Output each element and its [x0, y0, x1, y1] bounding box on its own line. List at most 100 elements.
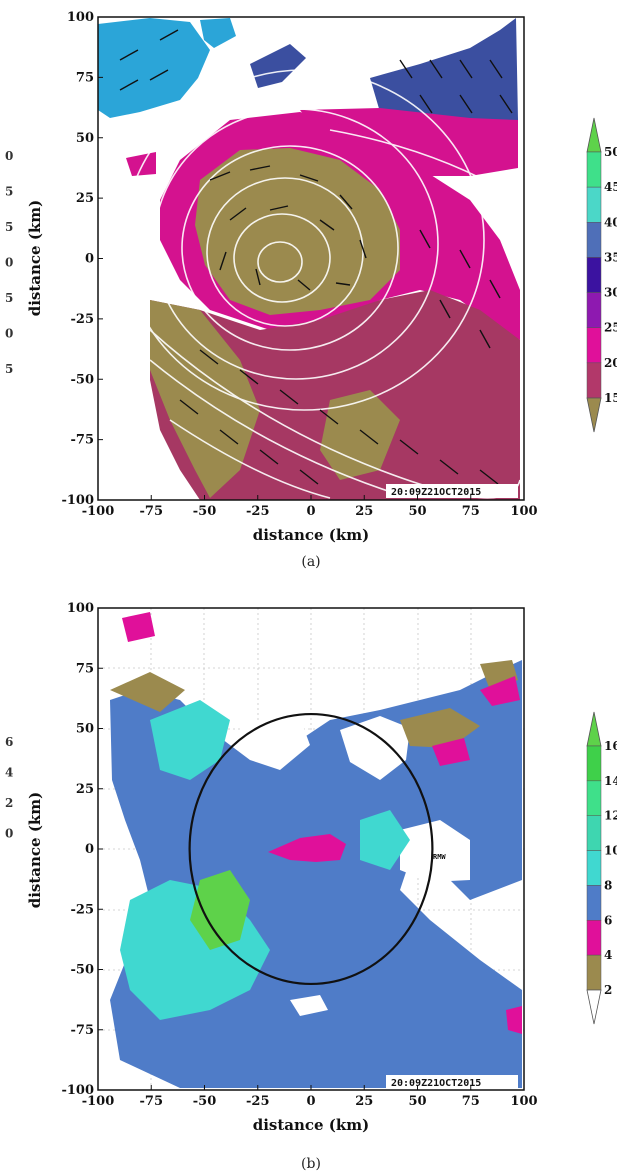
panel-a-x-axis-label: distance (km) — [253, 526, 370, 544]
colorbar-label: 8 — [604, 878, 612, 892]
x-tick-label: 0 — [306, 1094, 315, 1109]
colorbar-top-cap — [586, 117, 602, 153]
left-edge-fragment-label: 5 — [5, 291, 13, 305]
colorbar-label: 16 — [604, 739, 617, 753]
panel-b-colorbar: 2 4 6 8 10 12 14 16 — [586, 711, 617, 1025]
colorbar-band — [586, 885, 602, 921]
y-tick-label: -75 — [71, 433, 95, 448]
panel-a-region-north-east — [370, 18, 518, 126]
panel-a-caption: (a) — [301, 554, 320, 570]
panel-b-hole-north — [240, 712, 310, 770]
y-tick-label: -25 — [71, 312, 95, 327]
left-edge-fragment-label: 2 — [5, 796, 13, 810]
panel-a-streamlines — [123, 69, 521, 499]
colorbar-band — [586, 815, 602, 851]
panel-b-region-green — [190, 870, 250, 950]
x-tick-label: 25 — [355, 504, 373, 519]
x-tick-label: -50 — [193, 1094, 217, 1109]
panel-a-region-south-west — [150, 300, 260, 498]
panel-a-timestamp: 20:09Z21OCT2015 — [391, 487, 481, 498]
colorbar-label: 14 — [604, 774, 617, 788]
left-edge-fragment-label: 6 — [5, 735, 13, 749]
panel-b-timestamp-box — [386, 1075, 518, 1089]
panel-b: RMW 20:09Z21OCT2015 1007550250-25-50-75-… — [5, 601, 617, 1172]
panel-b-region-olive-1 — [110, 672, 185, 712]
y-tick-label: -50 — [71, 963, 95, 978]
y-tick-label: 100 — [67, 601, 94, 616]
colorbar-label: 40 — [604, 215, 617, 229]
colorbar-band — [586, 151, 602, 188]
colorbar-label: 35 — [604, 250, 617, 264]
y-tick-label: 25 — [76, 782, 94, 797]
colorbar-label: 45 — [604, 180, 617, 194]
colorbar-band — [586, 186, 602, 223]
y-tick-label: 25 — [76, 191, 94, 206]
panel-b-timestamp: 20:09Z21OCT2015 — [391, 1078, 481, 1089]
y-tick-label: 50 — [76, 722, 94, 737]
panel-b-y-axis-label: distance (km) — [26, 792, 44, 909]
panel-b-region-magenta-south-east — [506, 1006, 522, 1034]
x-tick-label: -100 — [82, 504, 115, 519]
panel-a-timestamp-box — [386, 484, 518, 498]
colorbar-band — [586, 257, 602, 293]
colorbar-label: 25 — [604, 321, 617, 335]
colorbar-band — [586, 292, 602, 328]
y-tick-label: 75 — [76, 661, 94, 676]
colorbar-label: 12 — [604, 809, 617, 823]
left-edge-fragment-label: 0 — [5, 327, 13, 341]
left-edge-fragment-label: 0 — [5, 256, 13, 270]
colorbar-bottom-cap — [586, 397, 602, 433]
colorbar-label: 10 — [604, 844, 617, 858]
panel-a-region-west-patch — [126, 152, 156, 176]
panel-a-region-south-east — [320, 390, 400, 480]
panel-b-caption: (b) — [301, 1156, 321, 1172]
colorbar-band — [586, 362, 602, 399]
colorbar-label: 50 — [604, 145, 617, 159]
panel-a-wind-vectors — [119, 29, 513, 485]
panel-b-y-ticks: 100 75 50 25 0 -25 -50 -75 -100 — [61, 601, 103, 1098]
colorbar-label: 4 — [604, 948, 612, 962]
x-tick-label: 50 — [408, 504, 426, 519]
colorbar-label: 30 — [604, 286, 617, 300]
x-tick-label: 100 — [510, 504, 537, 519]
y-tick-label: 100 — [67, 10, 94, 25]
x-tick-label: -75 — [140, 504, 164, 519]
panel-b-rmw-circle — [188, 712, 434, 986]
left-edge-fragment-label: 5 — [5, 362, 13, 376]
panel-a-x-ticks: -100 -75 -50 -25 0 25 50 75 100 — [82, 495, 538, 519]
panel-a-field — [98, 18, 521, 500]
y-tick-label: -100 — [61, 1083, 94, 1098]
panel-b-region-magenta-east — [432, 738, 470, 766]
panel-b-x-axis-label: distance (km) — [253, 1116, 370, 1134]
colorbar-band — [586, 222, 602, 258]
panel-a-y-axis-label: distance (km) — [26, 200, 44, 317]
panel-b-hole-north-east — [340, 716, 410, 780]
x-tick-label: -25 — [246, 504, 270, 519]
panel-a: 20:09Z21OCT2015 1007550250-25-50-75-100 … — [5, 10, 617, 570]
panel-a-colorbar: 15 20 25 30 35 40 45 50 — [586, 117, 617, 433]
x-tick-label: -100 — [82, 1094, 115, 1109]
left-edge-fragment-label: 4 — [5, 766, 13, 780]
panel-a-y-ticks: 100 75 50 25 0 -25 -50 -75 -100 — [61, 10, 103, 508]
panel-b-region-magenta-north — [122, 612, 155, 642]
y-tick-label: -75 — [71, 1023, 95, 1038]
colorbar-label: 20 — [604, 356, 617, 370]
x-tick-label: -75 — [140, 1094, 164, 1109]
y-tick-label: -100 — [61, 493, 94, 508]
colorbar-band — [586, 745, 602, 782]
panel-b-hole-south — [290, 995, 328, 1016]
panel-b-region-cyan-north — [150, 700, 230, 780]
colorbar-bottom-cap — [586, 989, 602, 1025]
x-tick-label: 0 — [306, 504, 315, 519]
colorbar-top-cap — [586, 711, 602, 747]
panel-a-region-north-east-small — [250, 44, 306, 88]
panel-b-region-magenta-north-east — [480, 676, 520, 706]
panel-b-region-cyan-east — [360, 810, 410, 870]
colorbar-band — [586, 780, 602, 816]
x-tick-label: 75 — [462, 1094, 480, 1109]
colorbar-label: 6 — [604, 913, 612, 927]
left-edge-fragment-label: 5 — [5, 185, 13, 199]
x-tick-label: 25 — [355, 1094, 373, 1109]
panel-b-x-ticks: -100 -75 -50 -25 0 25 50 75 100 — [82, 1085, 538, 1109]
